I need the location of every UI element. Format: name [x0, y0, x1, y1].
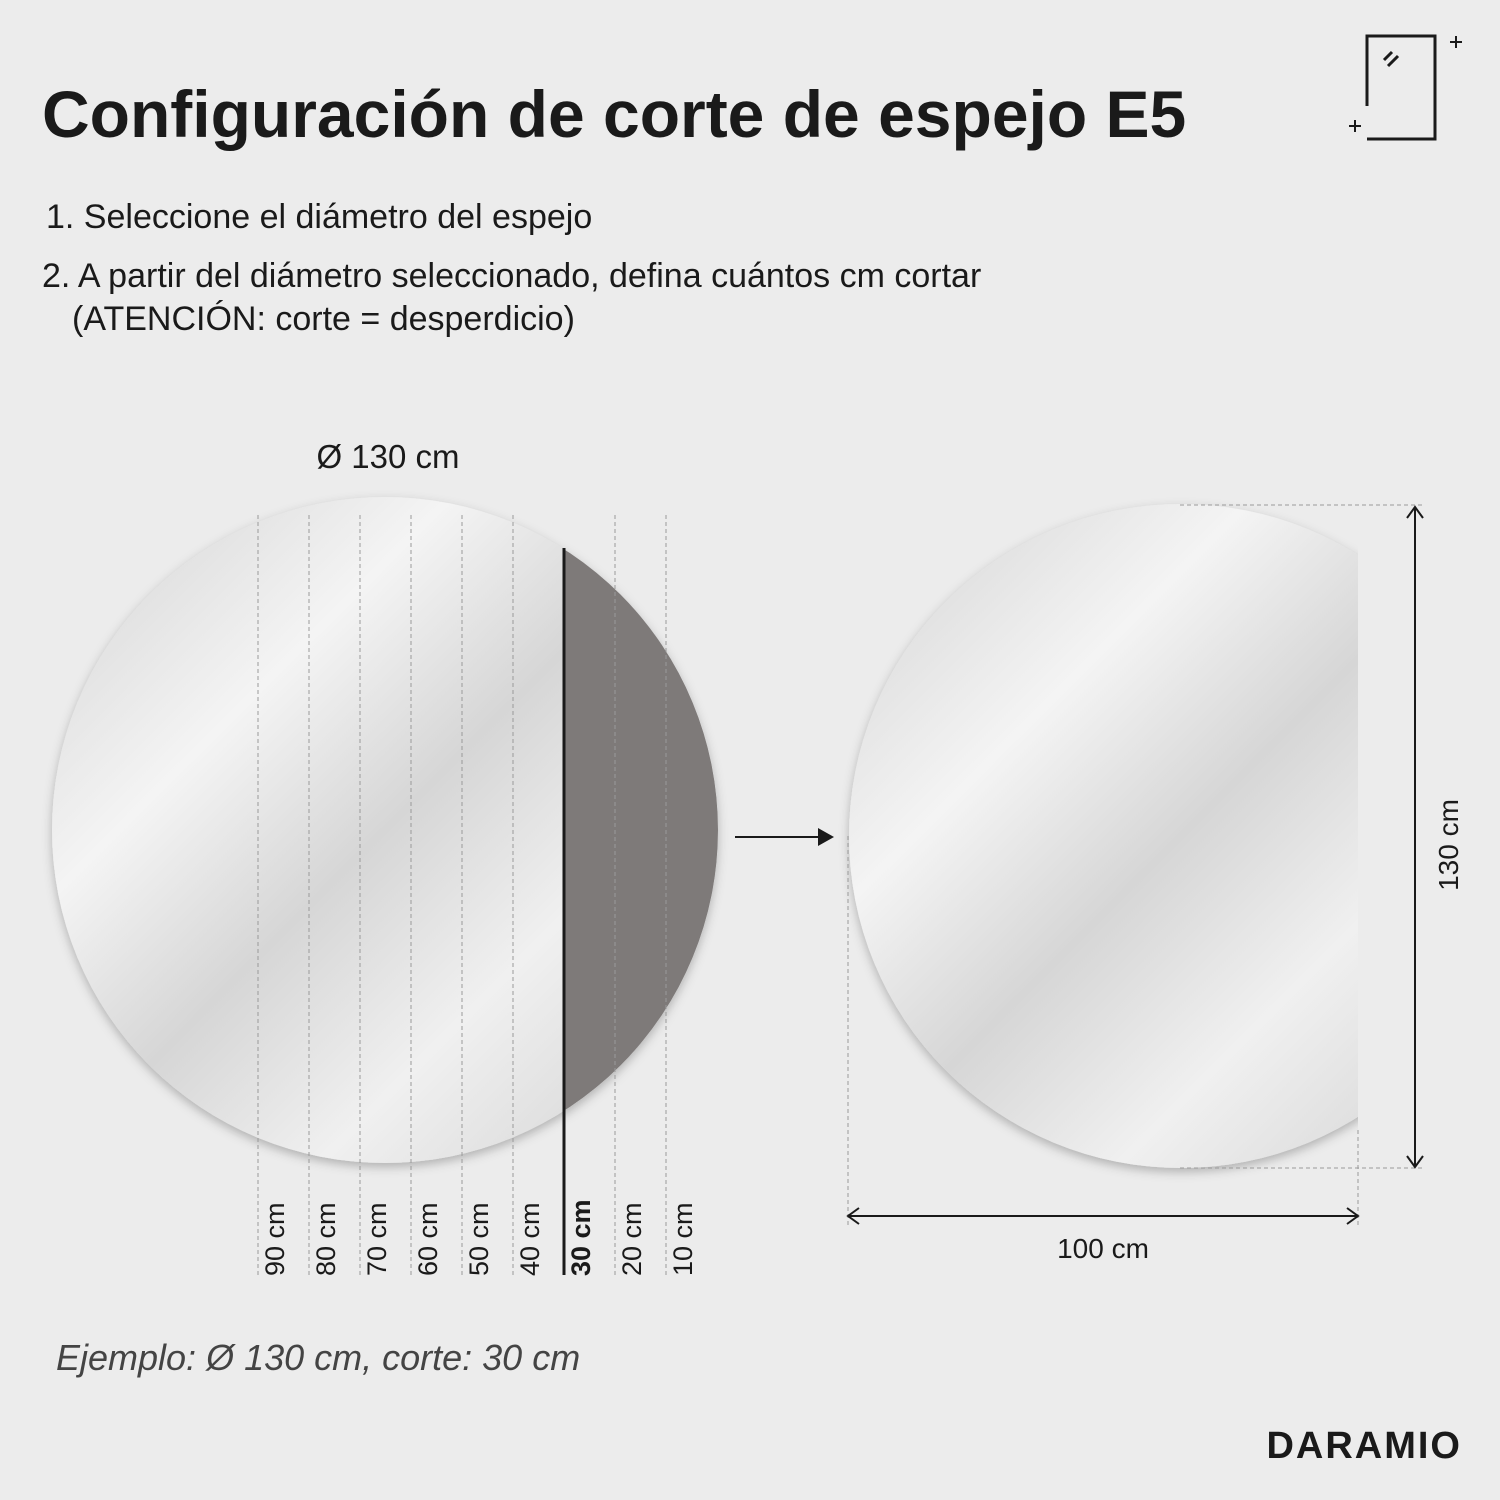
cut-label: 10 cm	[668, 1202, 698, 1276]
mirror-cut	[849, 504, 1358, 1168]
mirror-icon	[1349, 34, 1462, 141]
arrow-head	[818, 828, 834, 846]
step: 2. A partir del diámetro seleccionado, d…	[42, 257, 981, 295]
width-label: 100 cm	[1057, 1233, 1149, 1264]
cut-label: 60 cm	[413, 1202, 443, 1276]
example: Ejemplo: Ø 130 cm, corte: 30 cm	[56, 1337, 580, 1378]
cut-label: 70 cm	[362, 1202, 392, 1276]
mirror-round	[52, 497, 718, 1163]
height-dimension	[1406, 505, 1424, 1169]
title: Configuración de corte de espejo E5	[42, 77, 1186, 151]
cut-label: 80 cm	[311, 1202, 341, 1276]
height-label: 130 cm	[1433, 799, 1464, 891]
diameter-label: Ø 130 cm	[316, 438, 459, 475]
cut-label: 90 cm	[260, 1202, 290, 1276]
cut-label: 30 cm	[566, 1199, 596, 1276]
cut-label: 40 cm	[515, 1202, 545, 1276]
step-note: (ATENCIÓN: corte = desperdicio)	[72, 300, 575, 338]
brand: DARAMIO	[1266, 1425, 1462, 1467]
dimension-guides	[847, 504, 1425, 1225]
cut-label: 50 cm	[464, 1202, 494, 1276]
width-dimension	[846, 1207, 1360, 1225]
step: 1. Seleccione el diámetro del espejo	[46, 198, 592, 236]
cut-label: 20 cm	[617, 1202, 647, 1276]
